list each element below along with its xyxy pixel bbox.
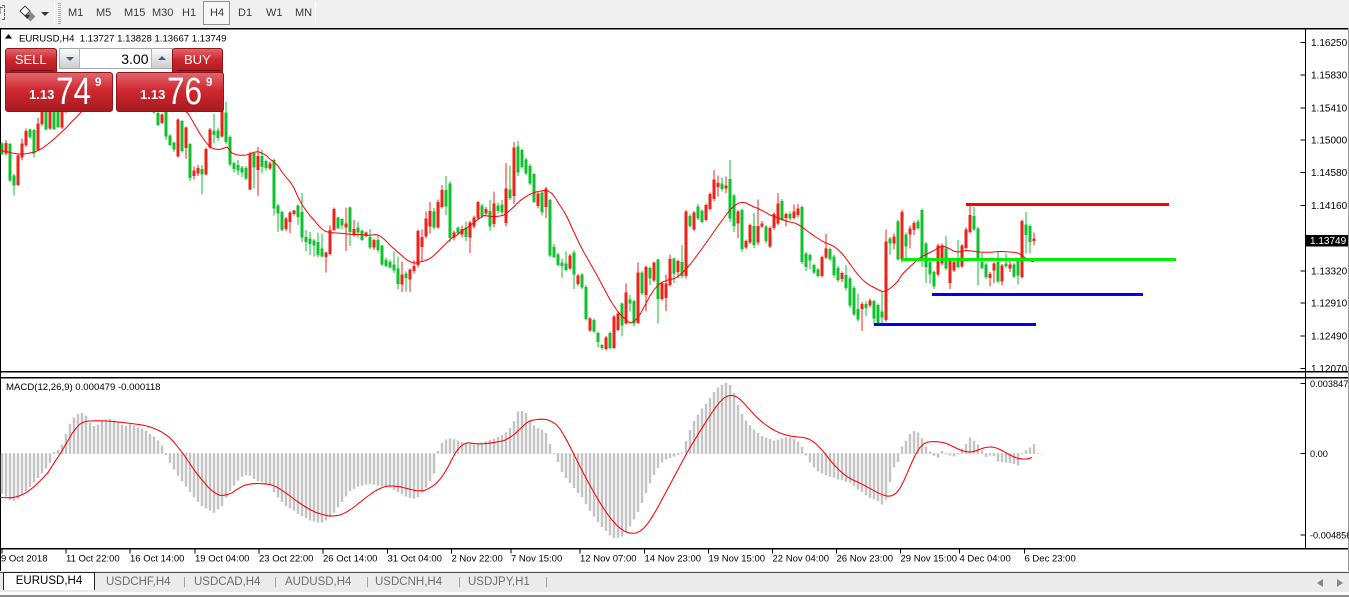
svg-text:1.15410: 1.15410 — [1311, 103, 1348, 114]
svg-text:7 Nov 15:00: 7 Nov 15:00 — [511, 554, 562, 565]
svg-text:23 Oct 22:00: 23 Oct 22:00 — [259, 554, 313, 565]
svg-text:1.14160: 1.14160 — [1311, 201, 1348, 212]
svg-text:MACD(12,26,9) 0.000479 -0.0001: MACD(12,26,9) 0.000479 -0.000118 — [6, 382, 161, 393]
svg-text:26 Nov 23:00: 26 Nov 23:00 — [837, 554, 894, 565]
svg-text:1.16250: 1.16250 — [1311, 38, 1348, 49]
svg-text:22 Nov 04:00: 22 Nov 04:00 — [773, 554, 830, 565]
svg-text:29 Nov 15:00: 29 Nov 15:00 — [901, 554, 958, 565]
svg-text:9 Oct 2018: 9 Oct 2018 — [1, 554, 47, 565]
svg-text:1.12070: 1.12070 — [1311, 364, 1348, 375]
svg-text:4 Dec 04:00: 4 Dec 04:00 — [960, 554, 1011, 565]
svg-text:19 Nov 15:00: 19 Nov 15:00 — [709, 554, 766, 565]
svg-text:1.14580: 1.14580 — [1311, 168, 1348, 179]
svg-text:0.00: 0.00 — [1310, 449, 1328, 459]
svg-text:31 Oct 04:00: 31 Oct 04:00 — [388, 554, 442, 565]
svg-text:12 Nov 07:00: 12 Nov 07:00 — [580, 554, 637, 565]
svg-text:2 Nov 22:00: 2 Nov 22:00 — [452, 554, 503, 565]
svg-text:1.12910: 1.12910 — [1311, 299, 1348, 310]
svg-text:11 Oct 22:00: 11 Oct 22:00 — [66, 554, 120, 565]
svg-text:1.15830: 1.15830 — [1311, 71, 1348, 82]
svg-text:EURUSD,H4 1.13727 1.13828 1.1: EURUSD,H4 1.13727 1.13828 1.13667 1.1374… — [19, 34, 226, 45]
svg-text:14 Nov 23:00: 14 Nov 23:00 — [645, 554, 702, 565]
svg-text:1.12490: 1.12490 — [1311, 331, 1348, 342]
svg-text:19 Oct 04:00: 19 Oct 04:00 — [195, 554, 249, 565]
svg-text:16 Oct 14:00: 16 Oct 14:00 — [130, 554, 184, 565]
svg-text:6 Dec 23:00: 6 Dec 23:00 — [1025, 554, 1076, 565]
svg-text:-0.004856: -0.004856 — [1310, 530, 1349, 540]
svg-text:1.13749: 1.13749 — [1310, 236, 1347, 247]
svg-text:1.13320: 1.13320 — [1311, 267, 1348, 278]
svg-text:1.15000: 1.15000 — [1311, 135, 1348, 146]
svg-text:0.003847: 0.003847 — [1310, 379, 1348, 389]
svg-text:26 Oct 14:00: 26 Oct 14:00 — [323, 554, 377, 565]
